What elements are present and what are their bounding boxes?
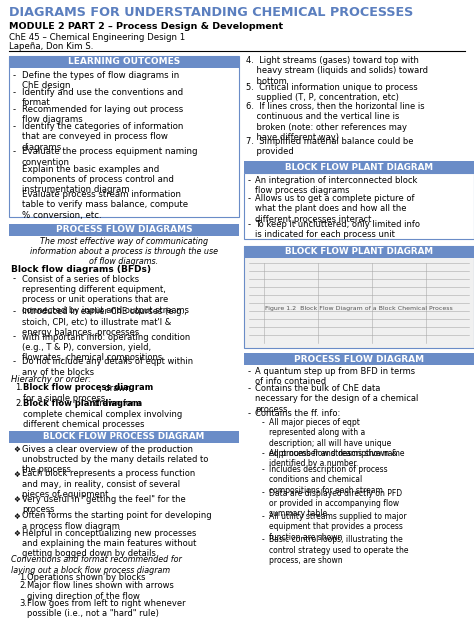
Text: -: - [262,418,265,427]
Bar [244,246,474,348]
Text: -: - [262,535,265,545]
Text: All utility streams supplied to major
equipment that provides a process
function: All utility streams supplied to major eq… [269,512,407,542]
Text: 1.: 1. [19,573,27,581]
Text: BLOCK FLOW PLANT DIAGRAM: BLOCK FLOW PLANT DIAGRAM [285,162,433,171]
Text: Gives a clear overview of the production
unobstructed by the many details relate: Gives a clear overview of the production… [22,444,209,474]
Text: To keep it uncluttered, only limited info
is indicated for each process unit: To keep it uncluttered, only limited inf… [255,220,420,240]
Text: A quantum step up from BFD in terms
of info contained: A quantum step up from BFD in terms of i… [255,367,415,386]
Text: An integration of interconnected block
flow process diagrams: An integration of interconnected block f… [255,176,418,195]
Text: Each block represents a process function
and may, in reality, consist of several: Each block represents a process function… [22,470,195,499]
Text: Evaluate the process equipment naming
convention: Evaluate the process equipment naming co… [22,147,198,167]
Text: ❖: ❖ [13,528,20,537]
Text: -: - [13,308,16,317]
Text: 1.: 1. [15,384,23,392]
Text: Identify and use the conventions and
format: Identify and use the conventions and for… [22,88,183,107]
Bar [244,173,474,239]
Text: -: - [248,367,251,376]
Text: The most effective way of communicating
information about a process is through t: The most effective way of communicating … [30,236,218,266]
Text: DIAGRAMS FOR UNDERSTANDING CHEMICAL PROCESSES: DIAGRAMS FOR UNDERSTANDING CHEMICAL PROC… [9,6,413,19]
Bar [9,430,239,442]
Text: Contains the bulk of ChE data
necessary for the design of a chemical
process: Contains the bulk of ChE data necessary … [255,384,419,414]
Text: All process flow streams shown &
identified by a number.: All process flow streams shown & identif… [269,449,398,468]
Text: Basic control loops, illustrating the
control strategy used to operate the
proce: Basic control loops, illustrating the co… [269,535,409,565]
Text: All major pieces of eqpt
represented along with a
description; all will have uni: All major pieces of eqpt represented alo… [269,418,404,458]
Text: Often forms the starting point for developing
a process flow diagram: Often forms the starting point for devel… [22,511,211,531]
Text: Hierarchy or order:: Hierarchy or order: [11,375,91,384]
Text: ❖: ❖ [13,470,20,478]
Text: Define the types of flow diagrams in
ChE design: Define the types of flow diagrams in ChE… [22,71,179,90]
Text: Block flow diagrams (BFDs): Block flow diagrams (BFDs) [11,265,151,274]
Text: Consist of a series of blocks
representing different equipment,
process or unit : Consist of a series of blocks representi… [22,274,189,315]
Text: ❖: ❖ [13,511,20,521]
Text: -: - [13,122,16,131]
Text: Contains the ff. info:: Contains the ff. info: [255,409,340,418]
Text: Block flow process diagram: Block flow process diagram [23,384,153,392]
Text: -: - [13,88,16,97]
Text: Flow goes from left to right whenever
possible (i.e., not a "hard" rule): Flow goes from left to right whenever po… [27,599,186,618]
Text: Do not include any details of eqpt within
any of the blocks: Do not include any details of eqpt withi… [22,358,193,377]
Text: ChE 45 – Chemical Engineering Design 1: ChE 45 – Chemical Engineering Design 1 [9,33,185,42]
Text: Recommended for laying out process
flow diagrams: Recommended for laying out process flow … [22,105,183,125]
Text: 2.: 2. [19,581,27,590]
Text: -: - [13,147,16,157]
Text: ❖: ❖ [13,444,20,454]
Text: -: - [248,220,251,229]
Text: with important info: operating condition
(e.g., T & P), conversion, yield,
flowr: with important info: operating condition… [22,332,190,362]
Text: Lapeña, Don Kim S.: Lapeña, Don Kim S. [9,42,93,51]
Text: Conventions and format recommended for
laying out a block flow process diagram: Conventions and format recommended for l… [11,556,182,575]
Text: ❖: ❖ [13,494,20,504]
Text: Major flow lines shown with arrows
giving direction of the flow: Major flow lines shown with arrows givin… [27,581,174,601]
Bar [244,246,474,258]
Text: BLOCK FLOW PROCESS DIAGRAM: BLOCK FLOW PROCESS DIAGRAM [44,432,205,441]
Text: -: - [13,105,16,114]
Text: 7.  Simplified material balance could be
    provided: 7. Simplified material balance could be … [246,137,413,156]
Text: -: - [262,465,265,474]
Text: Figure 1.2  Block Flow Diagram of a Block Chemical Process: Figure 1.2 Block Flow Diagram of a Block… [265,306,453,311]
Text: BLOCK FLOW PLANT DIAGRAM: BLOCK FLOW PLANT DIAGRAM [285,248,433,257]
Text: -: - [248,409,251,418]
Text: -: - [262,489,265,497]
Text: MODULE 2 PART 2 – Process Design & Development: MODULE 2 PART 2 – Process Design & Devel… [9,22,283,31]
Text: Block flow plant diagram: Block flow plant diagram [23,399,142,408]
Text: : drawn for a
complete chemical complex involving
different chemical processes: : drawn for a complete chemical complex … [23,399,182,429]
Text: Introduced in earlier ChE courses (e.g.,
stoich, CPI, etc) to illustrate mat'l &: Introduced in earlier ChE courses (e.g.,… [22,308,187,337]
Bar [9,56,239,217]
Text: Includes description of process
conditions and chemical
compositions for each st: Includes description of process conditio… [269,465,388,495]
Text: -: - [262,512,265,521]
Text: 2.: 2. [15,399,23,408]
Text: Data are displayed directly on PFD
or provided in accompanying flow
summary tabl: Data are displayed directly on PFD or pr… [269,489,402,518]
Text: Very useful in "getting the feel" for the
process: Very useful in "getting the feel" for th… [22,494,186,514]
Bar [244,353,474,365]
Text: 3.: 3. [19,599,27,607]
Text: 5.  Critical information unique to process
    supplied (T, P, concentration, et: 5. Critical information unique to proces… [246,83,418,102]
Text: PROCESS FLOW DIAGRAM: PROCESS FLOW DIAGRAM [294,355,424,363]
Text: LEARNING OUTCOMES: LEARNING OUTCOMES [68,58,180,66]
Text: -: - [13,71,16,80]
Text: Helpful in conceptualizing new processes
and explaining the main features withou: Helpful in conceptualizing new processes… [22,528,196,558]
Bar [244,161,474,173]
Text: Identify the categories of information
that are conveyed in process flow
diagram: Identify the categories of information t… [22,122,183,152]
Text: -: - [13,274,16,284]
Text: 6.  If lines cross, then the horizontal line is
    continuous and the vertical : 6. If lines cross, then the horizontal l… [246,102,425,142]
Text: -: - [13,358,16,367]
Text: -: - [248,384,251,393]
Text: -: - [13,332,16,341]
Text: 4.  Light streams (gases) toward top with
    heavy stream (liquids and solids) : 4. Light streams (gases) toward top with… [246,56,428,86]
Text: Explain the basic examples and
components of process control and
instrumentation: Explain the basic examples and component… [22,164,174,194]
Text: -: - [262,449,265,458]
Text: Allows us to get a complete picture of
what the plant does and how all the
diffe: Allows us to get a complete picture of w… [255,194,414,224]
Text: Operations shown by blocks: Operations shown by blocks [27,573,146,581]
Text: PROCESS FLOW DIAGRAMS: PROCESS FLOW DIAGRAMS [55,225,192,234]
Bar [9,224,239,236]
Text: -: - [248,194,251,203]
Text: -: - [248,176,251,185]
Bar [9,56,239,68]
Text: , drawn
for a single process: , drawn for a single process [23,384,131,403]
Text: Evaluate process stream information
table to verify mass balance, compute
% conv: Evaluate process stream information tabl… [22,190,188,220]
